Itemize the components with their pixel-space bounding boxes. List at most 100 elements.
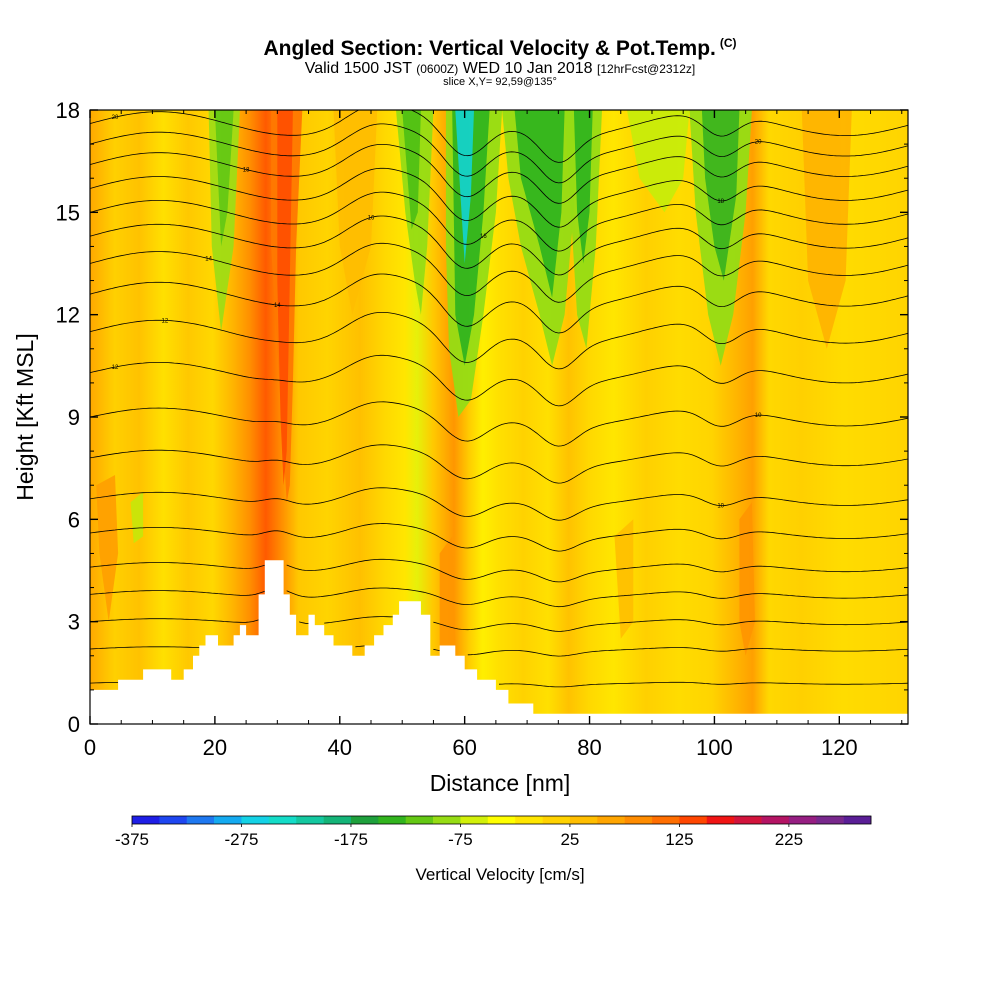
colorbar-swatch [433,816,461,824]
colorbar-swatch [186,816,215,824]
velocity-band [573,110,593,264]
x-tick-label: 20 [203,735,227,760]
terrain-mask [90,560,908,726]
colorbar-tick-label: 125 [665,830,693,849]
y-tick-label: 9 [68,405,80,430]
chart-title-main: Angled Section: Vertical Velocity & Pot.… [263,37,716,60]
theta-contour-line [90,144,908,204]
y-tick-label: 0 [68,712,80,737]
theta-contour-line [90,616,908,632]
chart-title-units: (C) [719,36,737,50]
theta-contour-label: 16 [480,234,487,240]
colorbar-swatch [460,816,489,824]
y-tick-label: 6 [68,507,80,532]
colorbar-swatch [597,816,625,824]
velocity-band [277,110,293,486]
valid-date: WED 10 Jan 2018 [462,60,593,77]
colorbar-swatch [132,816,160,824]
colorbar-swatch [843,816,872,824]
velocity-band [614,519,634,639]
x-axis-label: Distance [nm] [430,770,571,796]
velocity-band [130,492,144,544]
theta-contour-line [90,681,908,688]
velocity-band [402,110,421,230]
colorbar-swatch [268,816,297,824]
colorbar-tick-label: -75 [448,830,473,849]
colorbar-swatch [159,816,188,824]
theta-contour-line [90,354,908,407]
theta-contour-label: 20 [112,115,119,121]
velocity-band [801,110,852,349]
theta-contour-line [90,444,908,484]
theta-contour-line [90,242,908,303]
theta-contour-line [90,123,908,184]
colorbar-swatch [487,816,516,824]
colorbar-label: Vertical Velocity [cm/s] [415,865,584,884]
slice-label: slice X,Y= 92,59@135° [443,76,557,88]
x-tick-label: 40 [328,735,352,760]
colorbar-swatch [652,816,680,824]
colorbar-swatch [734,816,762,824]
colorbar-tick-label: -175 [334,830,368,849]
y-tick-label: 15 [56,200,80,225]
x-tick-label: 100 [696,735,733,760]
theta-contour-line [90,401,908,447]
colorbar-swatch [761,816,790,824]
theta-contour-line [90,110,908,163]
y-tick-label: 3 [68,610,80,635]
theta-contours: 8101012121414161618182020 [90,110,908,688]
theta-contour-line [90,191,908,252]
colorbar-swatch [515,816,543,824]
colorbar-tick-label: 225 [775,830,803,849]
velocity-band [333,110,378,315]
valid-utc: (0600Z) [416,62,459,76]
colorbar-swatch [323,816,352,824]
theta-contour-line [90,273,908,334]
x-tick-label: 80 [577,735,601,760]
x-tick-label: 120 [821,735,858,760]
colorbar: -375 -275 -175 -75 25 125 225 [115,815,872,849]
colorbar-swatch [706,816,735,824]
colorbar-swatch [350,816,379,824]
colorbar-swatch [296,816,324,824]
theta-contour-line [90,645,908,657]
colorbar-swatch [788,816,817,824]
y-tick-label: 12 [56,303,80,328]
colorbar-swatch [378,816,406,824]
theta-contour-line [90,215,908,276]
theta-contour-line [90,167,908,228]
theta-contour-label: 16 [368,215,375,221]
velocity-band [455,110,474,264]
colorbar-swatch [569,816,598,824]
colorbar-swatch [405,816,434,824]
theta-contour-label: 14 [205,257,212,263]
colorbar-swatch [241,816,270,824]
theta-contour-line [90,523,908,552]
colorbar-tick-label: -275 [224,830,258,849]
theta-contour-label: 10 [755,413,762,419]
x-tick-label: 0 [84,735,96,760]
theta-contour-line [90,487,908,521]
colorbar-swatch [214,816,242,824]
theta-contour-label: 14 [274,303,281,309]
colorbar-frame [131,815,872,825]
theta-contour-label: 20 [755,140,762,146]
chart-title: Angled Section: Vertical Velocity & Pot.… [0,36,1000,61]
theta-contour-line [90,587,908,608]
axes: 0 20 40 60 80 100 120 0 3 6 9 12 15 18 [56,98,908,760]
theta-contour-label: 10 [717,504,724,510]
y-axis-label: Height [Kft MSL] [12,333,38,500]
velocity-band [627,110,690,213]
y-tick-label: 18 [56,98,80,123]
chart-subtitle: Valid 1500 JST (0600Z) WED 10 Jan 2018 [… [0,60,1000,78]
valid-prefix: Valid 1500 JST [304,60,412,77]
velocity-band [96,475,119,622]
velocity-band [214,110,234,247]
theta-contour-label: 18 [717,199,724,205]
colorbar-swatch [679,816,708,824]
colorbar-tick-label: 25 [560,830,579,849]
theta-contour-label: 12 [112,365,119,371]
colorbar-swatch [624,816,653,824]
colorbar-swatch [816,816,844,824]
